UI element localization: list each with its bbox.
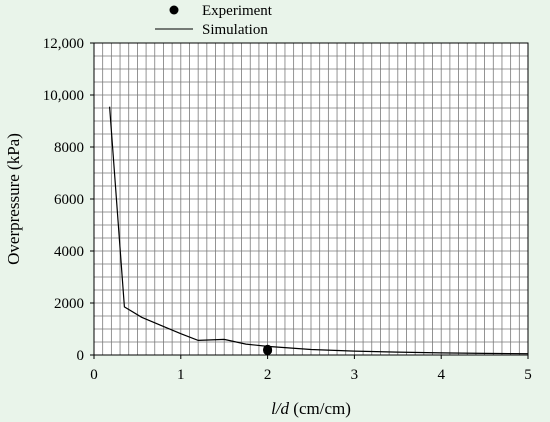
y-tick-label: 0: [77, 348, 85, 364]
x-axis-title-units: (cm/cm): [289, 399, 351, 418]
y-tick-label: 8000: [54, 140, 84, 156]
x-axis-title: l/d (cm/cm): [271, 399, 351, 418]
simulation-line: [109, 106, 529, 355]
experiment-point: [263, 346, 273, 356]
x-tick-label: 3: [351, 367, 359, 383]
legend-experiment-label: Experiment: [202, 3, 273, 19]
legend-simulation-label: Simulation: [202, 22, 268, 38]
y-tick-label: 12,000: [43, 36, 84, 52]
x-axis-ticks: 0 1 2 3 4 5: [90, 355, 532, 383]
y-tick-label: 2000: [54, 296, 84, 312]
y-tick-label: 4000: [54, 244, 84, 260]
x-tick-label: 5: [524, 367, 532, 383]
series-layer: [109, 106, 529, 356]
y-axis-ticks: 0 2000 4000 6000 8000 10,000 12,000: [43, 36, 94, 364]
x-tick-label: 1: [177, 367, 185, 383]
legend: Experiment Simulation: [155, 3, 273, 38]
x-tick-label: 2: [264, 367, 272, 383]
y-tick-label: 6000: [54, 192, 84, 208]
legend-experiment-marker: [169, 5, 179, 15]
x-axis-title-variable: l/d: [271, 399, 289, 418]
y-axis-title: Overpressure (kPa): [4, 133, 23, 265]
grid: [94, 43, 528, 355]
x-tick-label: 4: [437, 367, 445, 383]
x-tick-label: 0: [90, 367, 98, 383]
y-tick-label: 10,000: [43, 88, 84, 104]
